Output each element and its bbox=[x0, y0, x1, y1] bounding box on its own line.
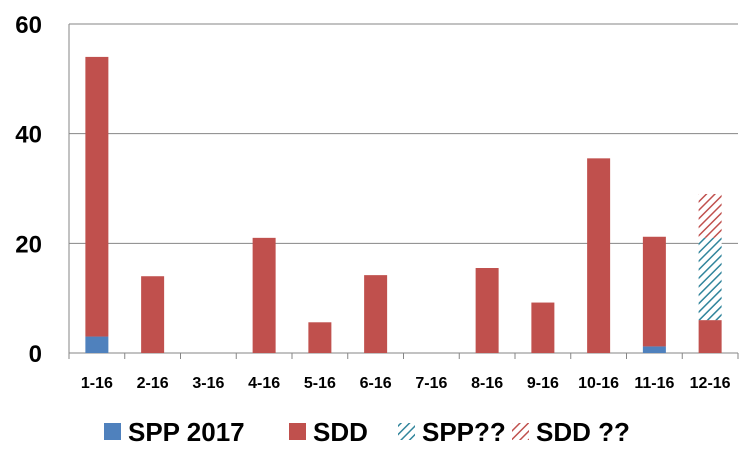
y-tick-label: 40 bbox=[15, 122, 42, 149]
x-tick-label: 9-16 bbox=[527, 375, 559, 392]
legend-label-3: SDD ?? bbox=[536, 417, 630, 447]
legend: SPP 2017 SDD SPP?? SDD ?? bbox=[104, 417, 630, 447]
axes bbox=[68, 24, 739, 359]
bar-1-16-series-0 bbox=[85, 336, 109, 353]
bar-4-16-series-1 bbox=[252, 237, 276, 353]
legend-label-0: SPP 2017 bbox=[128, 417, 245, 447]
x-tick-label: 12-16 bbox=[690, 375, 731, 392]
legend-swatch-3 bbox=[512, 423, 529, 440]
bar-1-16-series-1 bbox=[85, 56, 109, 337]
x-tick-label: 7-16 bbox=[415, 375, 447, 392]
legend-swatch-0 bbox=[104, 423, 121, 440]
x-tick-label: 8-16 bbox=[471, 375, 503, 392]
bar-12-16-series-2 bbox=[698, 237, 722, 321]
legend-label-2: SPP?? bbox=[422, 417, 506, 447]
x-tick-label: 10-16 bbox=[578, 375, 619, 392]
y-tick-label: 60 bbox=[15, 12, 42, 39]
bar-6-16-series-1 bbox=[364, 275, 388, 353]
x-tick-label: 6-16 bbox=[360, 375, 392, 392]
x-tick-label: 5-16 bbox=[304, 375, 336, 392]
legend-swatch-2 bbox=[398, 423, 415, 440]
legend-label-1: SDD bbox=[313, 417, 368, 447]
bar-12-16-series-1 bbox=[698, 320, 722, 353]
y-axis-ticks: 0 20 40 60 bbox=[15, 12, 42, 368]
bars bbox=[85, 56, 722, 353]
bar-5-16-series-1 bbox=[308, 322, 332, 353]
legend-swatch-1 bbox=[289, 423, 306, 440]
y-tick-label: 0 bbox=[29, 341, 42, 368]
bar-9-16-series-1 bbox=[531, 302, 555, 353]
x-tick-label: 1-16 bbox=[81, 375, 113, 392]
x-tick-label: 11-16 bbox=[634, 375, 674, 392]
bar-11-16-series-0 bbox=[642, 346, 666, 353]
x-tick-label: 4-16 bbox=[248, 375, 280, 392]
bar-12-16-series-3 bbox=[698, 193, 722, 238]
bar-11-16-series-1 bbox=[642, 236, 666, 347]
bar-10-16-series-1 bbox=[587, 158, 611, 353]
bar-8-16-series-1 bbox=[475, 268, 499, 353]
y-tick-label: 20 bbox=[15, 231, 42, 258]
bar-2-16-series-1 bbox=[141, 276, 165, 353]
x-tick-label: 2-16 bbox=[137, 375, 169, 392]
gridlines bbox=[69, 23, 738, 244]
x-axis-ticks: 1-16 2-16 3-16 4-16 5-16 6-16 7-16 8-16 9-16 10-1… bbox=[81, 375, 731, 392]
x-tick-label: 3-16 bbox=[192, 375, 224, 392]
